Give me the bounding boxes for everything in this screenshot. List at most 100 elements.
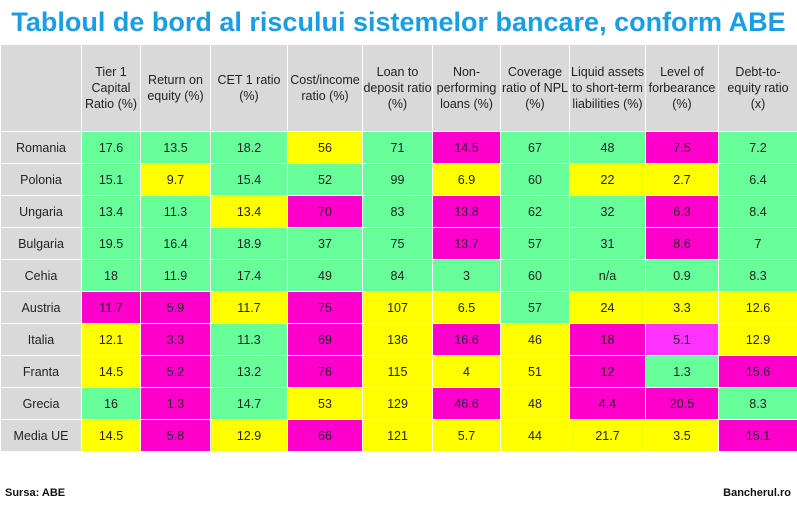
column-header: CET 1 ratio (%)	[210, 44, 288, 132]
page-title: Tabloul de bord al riscului sistemelor b…	[11, 7, 786, 37]
value-cell: 8.6	[645, 227, 719, 260]
value-cell: 14.7	[210, 387, 288, 420]
table-row: Cehia 18 11.9 17.4 49 84 3 60 n/a 0.9 8.3	[0, 259, 797, 292]
value-cell: 6.9	[432, 163, 501, 196]
value-cell: 4.4	[569, 387, 646, 420]
value-cell: 76	[287, 355, 363, 388]
value-cell: 5.7	[432, 419, 501, 452]
table-body: Romania 17.6 13.5 18.2 56 71 14.5 67 48 7.5 7.2 Pol…	[0, 131, 797, 452]
value-cell: 7.5	[645, 131, 719, 164]
value-cell: 18	[81, 259, 141, 292]
table-row: Media UE 14.5 5.8 12.9 66 121 5.7 44 21.7 3.5 15.1	[0, 419, 797, 452]
value-cell: 13.4	[81, 195, 141, 228]
value-cell: 15.4	[210, 163, 288, 196]
value-cell: 129	[362, 387, 433, 420]
value-cell: 18.2	[210, 131, 288, 164]
value-cell: 12.9	[718, 323, 797, 356]
value-cell: 6.3	[645, 195, 719, 228]
value-cell: 16.4	[140, 227, 211, 260]
column-header: Tier 1 Capital Ratio (%)	[81, 44, 141, 132]
value-cell: 12.1	[81, 323, 141, 356]
row-label-cell: Grecia	[0, 387, 82, 420]
value-cell: 8.4	[718, 195, 797, 228]
row-label-cell: Media UE	[0, 419, 82, 452]
value-cell: 8.3	[718, 259, 797, 292]
value-cell: 57	[500, 227, 570, 260]
header-row: Tier 1 Capital Ratio (%) Return on equit…	[0, 44, 797, 132]
table-row: Italia 12.1 3.3 11.3 69 136 16.6 46 18 5.1 12.9	[0, 323, 797, 356]
value-cell: 121	[362, 419, 433, 452]
value-cell: 18	[569, 323, 646, 356]
value-cell: 13.2	[210, 355, 288, 388]
column-header: Non-performing loans (%)	[432, 44, 501, 132]
value-cell: 46.6	[432, 387, 501, 420]
value-cell: 3.5	[645, 419, 719, 452]
value-cell: 60	[500, 163, 570, 196]
value-cell: 0.9	[645, 259, 719, 292]
value-cell: 3.3	[140, 323, 211, 356]
table-row: Austria 11.7 5.9 11.7 75 107 6.5 57 24 3.3 12.6	[0, 291, 797, 324]
value-cell: 11.7	[81, 291, 141, 324]
value-cell: 18.9	[210, 227, 288, 260]
value-cell: 32	[569, 195, 646, 228]
row-label-cell: Polonia	[0, 163, 82, 196]
value-cell: 3.3	[645, 291, 719, 324]
value-cell: 46	[500, 323, 570, 356]
value-cell: 7.2	[718, 131, 797, 164]
value-cell: 11.7	[210, 291, 288, 324]
value-cell: 14.5	[81, 419, 141, 452]
column-header: Liquid assets to short-term liabilities …	[569, 44, 646, 132]
column-header: Loan to deposit ratio (%)	[362, 44, 433, 132]
column-header: Cost/income ratio (%)	[287, 44, 363, 132]
value-cell: 14.5	[81, 355, 141, 388]
value-cell: 69	[287, 323, 363, 356]
table-row: Bulgaria 19.5 16.4 18.9 37 75 13.7 57 31 8.6 7	[0, 227, 797, 260]
value-cell: 13.5	[140, 131, 211, 164]
value-cell: 67	[500, 131, 570, 164]
value-cell: 21.7	[569, 419, 646, 452]
table-row: Polonia 15.1 9.7 15.4 52 99 6.9 60 22 2.7 6.4	[0, 163, 797, 196]
value-cell: 51	[500, 355, 570, 388]
value-cell: 37	[287, 227, 363, 260]
value-cell: 16.6	[432, 323, 501, 356]
value-cell: 13.7	[432, 227, 501, 260]
row-label-cell: Italia	[0, 323, 82, 356]
value-cell: 48	[500, 387, 570, 420]
value-cell: 53	[287, 387, 363, 420]
value-cell: 83	[362, 195, 433, 228]
value-cell: 11.3	[140, 195, 211, 228]
column-header: Level of forbearance (%)	[645, 44, 719, 132]
value-cell: 4	[432, 355, 501, 388]
value-cell: 5.2	[140, 355, 211, 388]
value-cell: 75	[287, 291, 363, 324]
value-cell: 15.1	[81, 163, 141, 196]
value-cell: 3	[432, 259, 501, 292]
value-cell: 115	[362, 355, 433, 388]
value-cell: 11.3	[210, 323, 288, 356]
value-cell: 14.5	[432, 131, 501, 164]
row-label-cell: Romania	[0, 131, 82, 164]
value-cell: 1.3	[140, 387, 211, 420]
value-cell: 13.8	[432, 195, 501, 228]
value-cell: 5.1	[645, 323, 719, 356]
value-cell: 5.8	[140, 419, 211, 452]
row-label-cell: Cehia	[0, 259, 82, 292]
value-cell: 16	[81, 387, 141, 420]
value-cell: 13.4	[210, 195, 288, 228]
column-header: Return on equity (%)	[140, 44, 211, 132]
value-cell: 57	[500, 291, 570, 324]
value-cell: 49	[287, 259, 363, 292]
value-cell: 20.5	[645, 387, 719, 420]
corner-header-cell	[0, 44, 82, 132]
value-cell: 15.1	[718, 419, 797, 452]
value-cell: 12.9	[210, 419, 288, 452]
table-row: Franta 14.5 5.2 13.2 76 115 4 51 12 1.3 15.6	[0, 355, 797, 388]
value-cell: 56	[287, 131, 363, 164]
row-label-cell: Ungaria	[0, 195, 82, 228]
value-cell: 6.5	[432, 291, 501, 324]
value-cell: 75	[362, 227, 433, 260]
value-cell: 9.7	[140, 163, 211, 196]
row-label-cell: Franta	[0, 355, 82, 388]
value-cell: 66	[287, 419, 363, 452]
value-cell: 22	[569, 163, 646, 196]
